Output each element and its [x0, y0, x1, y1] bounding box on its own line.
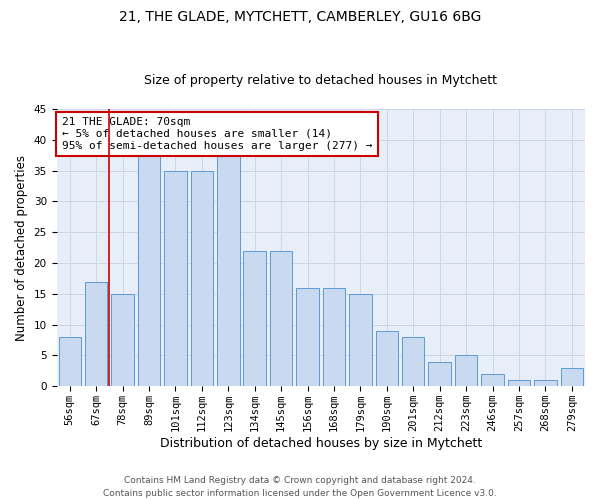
Bar	[481, 374, 504, 386]
Title: Size of property relative to detached houses in Mytchett: Size of property relative to detached ho…	[144, 74, 497, 87]
Bar	[508, 380, 530, 386]
Bar	[164, 170, 187, 386]
Bar	[323, 288, 345, 386]
Bar	[112, 294, 134, 386]
Text: 21 THE GLADE: 70sqm
← 5% of detached houses are smaller (14)
95% of semi-detache: 21 THE GLADE: 70sqm ← 5% of detached hou…	[62, 118, 373, 150]
X-axis label: Distribution of detached houses by size in Mytchett: Distribution of detached houses by size …	[160, 437, 482, 450]
Bar	[296, 288, 319, 386]
Text: Contains HM Land Registry data © Crown copyright and database right 2024.
Contai: Contains HM Land Registry data © Crown c…	[103, 476, 497, 498]
Bar	[534, 380, 557, 386]
Bar	[376, 331, 398, 386]
Bar	[244, 250, 266, 386]
Bar	[349, 294, 371, 386]
Bar	[428, 362, 451, 386]
Bar	[217, 152, 239, 386]
Bar	[191, 170, 213, 386]
Bar	[455, 356, 478, 386]
Text: 21, THE GLADE, MYTCHETT, CAMBERLEY, GU16 6BG: 21, THE GLADE, MYTCHETT, CAMBERLEY, GU16…	[119, 10, 481, 24]
Bar	[85, 282, 107, 387]
Bar	[59, 337, 81, 386]
Bar	[560, 368, 583, 386]
Y-axis label: Number of detached properties: Number of detached properties	[15, 154, 28, 340]
Bar	[270, 250, 292, 386]
Bar	[138, 152, 160, 386]
Bar	[402, 337, 424, 386]
